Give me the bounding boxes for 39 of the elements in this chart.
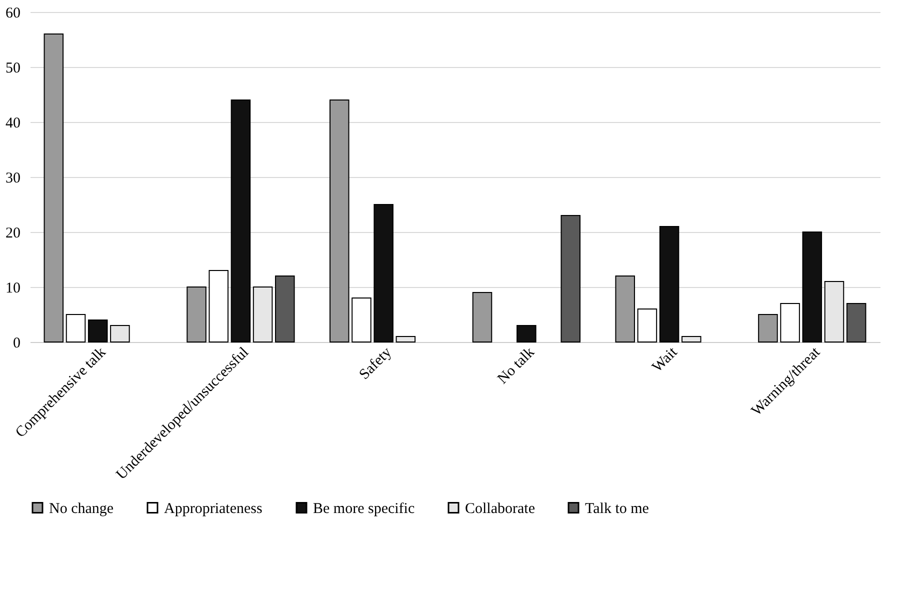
x-tick-label: Wait xyxy=(650,344,682,376)
y-tick-label: 60 xyxy=(6,6,20,22)
bar xyxy=(560,215,580,342)
bar xyxy=(110,325,130,342)
bar xyxy=(396,336,416,342)
bar xyxy=(330,100,350,342)
bar xyxy=(66,314,86,342)
y-tick-label: 40 xyxy=(6,116,20,132)
bar xyxy=(44,34,64,342)
bar xyxy=(846,303,866,342)
bar xyxy=(208,270,229,342)
y-tick-label: 20 xyxy=(6,226,20,242)
bar xyxy=(659,226,680,342)
bar xyxy=(516,325,536,342)
legend-label: Talk to me xyxy=(585,500,650,517)
bar xyxy=(88,320,108,342)
bar xyxy=(637,308,658,342)
bar xyxy=(802,232,822,342)
bar xyxy=(374,204,394,342)
bar xyxy=(681,336,702,342)
x-tick-label: No talk xyxy=(494,344,538,388)
bar xyxy=(252,286,273,342)
y-tick-label: 50 xyxy=(6,60,20,76)
bar xyxy=(615,276,635,342)
bar xyxy=(275,276,295,342)
y-tick-label: 30 xyxy=(6,170,20,186)
bar xyxy=(230,100,251,342)
legend-label: Be more specific xyxy=(313,500,415,517)
bar xyxy=(758,314,778,342)
legend-label: Appropriateness xyxy=(164,500,262,517)
bar xyxy=(780,303,800,342)
bar xyxy=(186,286,206,342)
legend-label: No change xyxy=(49,500,114,517)
bar xyxy=(472,292,492,342)
legend-label: Collaborate xyxy=(465,500,536,517)
bar xyxy=(352,298,372,342)
y-tick-label: 10 xyxy=(6,280,20,296)
bar xyxy=(824,281,844,342)
y-tick-label: 0 xyxy=(13,336,20,352)
